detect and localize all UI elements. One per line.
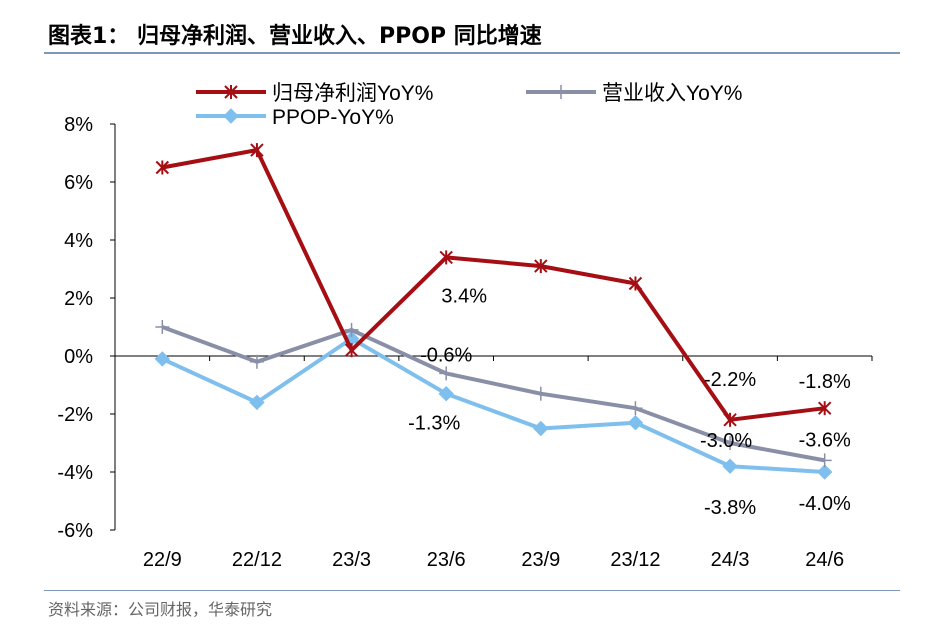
data-label: -2.2% — [704, 369, 756, 391]
legend-label: 归母净利润YoY% — [272, 82, 433, 105]
y-tick-label: -6% — [57, 520, 93, 542]
x-tick-label: 23/6 — [427, 549, 466, 571]
y-tick-label: -4% — [57, 462, 93, 484]
title-divider — [44, 52, 900, 54]
series-line — [161, 336, 825, 474]
data-labels: 3.4% -2.2% -1.8% -0.6% -3.0% -3.6% -1.3% -3.8% -… — [408, 285, 851, 519]
data-point — [223, 108, 239, 124]
series-line — [161, 148, 825, 422]
data-label: 3.4% — [441, 285, 487, 307]
data-label: -4.0% — [799, 493, 851, 515]
y-tick-label: 0% — [64, 346, 93, 368]
x-tick-label: 24/3 — [711, 549, 750, 571]
data-point — [816, 464, 833, 480]
series-lines — [154, 143, 833, 480]
y-tick-label: 8% — [64, 114, 93, 136]
data-label: -3.0% — [700, 430, 752, 452]
data-point — [438, 385, 454, 402]
x-tick-label: 23/3 — [332, 549, 371, 571]
legend-label: PPOP-YoY% — [272, 106, 394, 129]
data-point — [249, 394, 265, 411]
data-label: -1.8% — [799, 371, 851, 393]
data-label: -3.6% — [799, 429, 851, 451]
source-note: 资料来源：公司财报，华泰研究 — [48, 600, 273, 619]
y-tick-label: 6% — [64, 172, 93, 194]
data-point — [533, 420, 549, 437]
x-tick-label: 22/12 — [232, 549, 282, 571]
legend: 归母净利润YoY% 营业收入YoY% PPOP-YoY% — [196, 82, 742, 129]
x-tick-label: 23/9 — [521, 549, 560, 571]
series-line — [161, 325, 826, 463]
data-point — [722, 458, 738, 474]
data-label: -1.3% — [408, 413, 460, 435]
footer-divider — [44, 590, 900, 591]
y-tick-label: 4% — [64, 230, 93, 252]
data-label: -0.6% — [420, 344, 472, 366]
data-point — [627, 414, 644, 431]
chart-title: 图表1： 归母净利润、营业收入、PPOP 同比增速 — [48, 24, 542, 49]
data-label: -3.8% — [704, 497, 756, 519]
x-tick-label: 24/6 — [805, 549, 844, 571]
x-tick-label: 22/9 — [143, 549, 182, 571]
line-chart: 归母净利润YoY% 营业收入YoY% PPOP-YoY% 8% 6% 4% 2% 0% -2%… — [57, 82, 873, 571]
legend-label: 营业收入YoY% — [602, 82, 742, 105]
y-tick-label: 2% — [64, 288, 93, 310]
data-point — [154, 351, 171, 367]
x-tick-label: 23/12 — [610, 549, 660, 571]
y-tick-label: -2% — [57, 404, 93, 426]
